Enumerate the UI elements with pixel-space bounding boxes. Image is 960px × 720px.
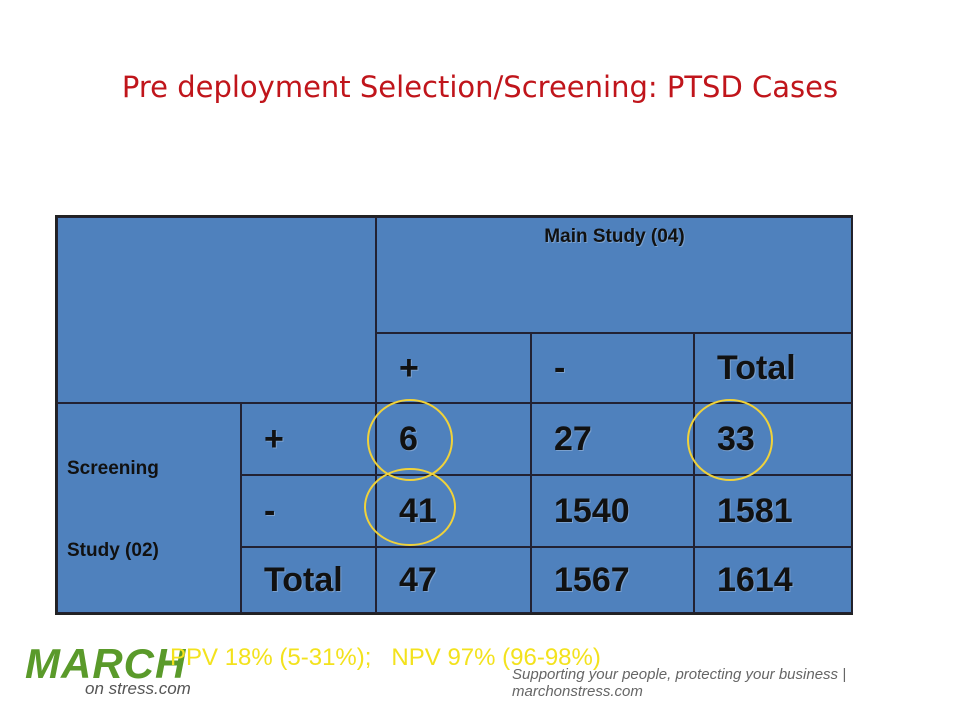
table-cell: 6: [376, 403, 531, 475]
table-cell: 27: [531, 403, 694, 475]
table-cell: 41: [376, 475, 531, 547]
title: Pre deployment Selection/Screening: PTSD…: [121, 70, 839, 104]
row-header: Total: [241, 547, 376, 613]
corner-cell: [57, 217, 376, 403]
tagline: Supporting your people, protecting your …: [512, 666, 847, 700]
logo: MARCH: [25, 640, 187, 687]
highlight-circle: [687, 399, 773, 481]
table-cell: 33: [694, 403, 853, 475]
header: Main Study (04): [544, 226, 685, 247]
highlight-circle: [367, 399, 453, 481]
table-cell: 1614: [694, 547, 853, 613]
row-header: -: [241, 475, 376, 547]
header-cell: Main Study (04): [376, 217, 853, 333]
column-header: Total: [694, 333, 853, 403]
group-cell: [57, 403, 241, 613]
table-cell: 1581: [694, 475, 853, 547]
column-header: -: [531, 333, 694, 403]
table-cell: 1540: [531, 475, 694, 547]
table-cell: 1567: [531, 547, 694, 613]
row-header: +: [241, 403, 376, 475]
summary: PPV 18% (5-31%); NPV 97% (96-98%): [170, 644, 601, 671]
table: Main Study (04) Screening Study (02) + - T…: [55, 215, 853, 615]
column-header: +: [376, 333, 531, 403]
logo-sub: on stress.com: [85, 679, 191, 698]
row-group-label: Screening: [67, 458, 159, 479]
row-group-label: Study (02): [67, 540, 159, 561]
highlight-circle: [364, 468, 456, 546]
table-cell: 47: [376, 547, 531, 613]
